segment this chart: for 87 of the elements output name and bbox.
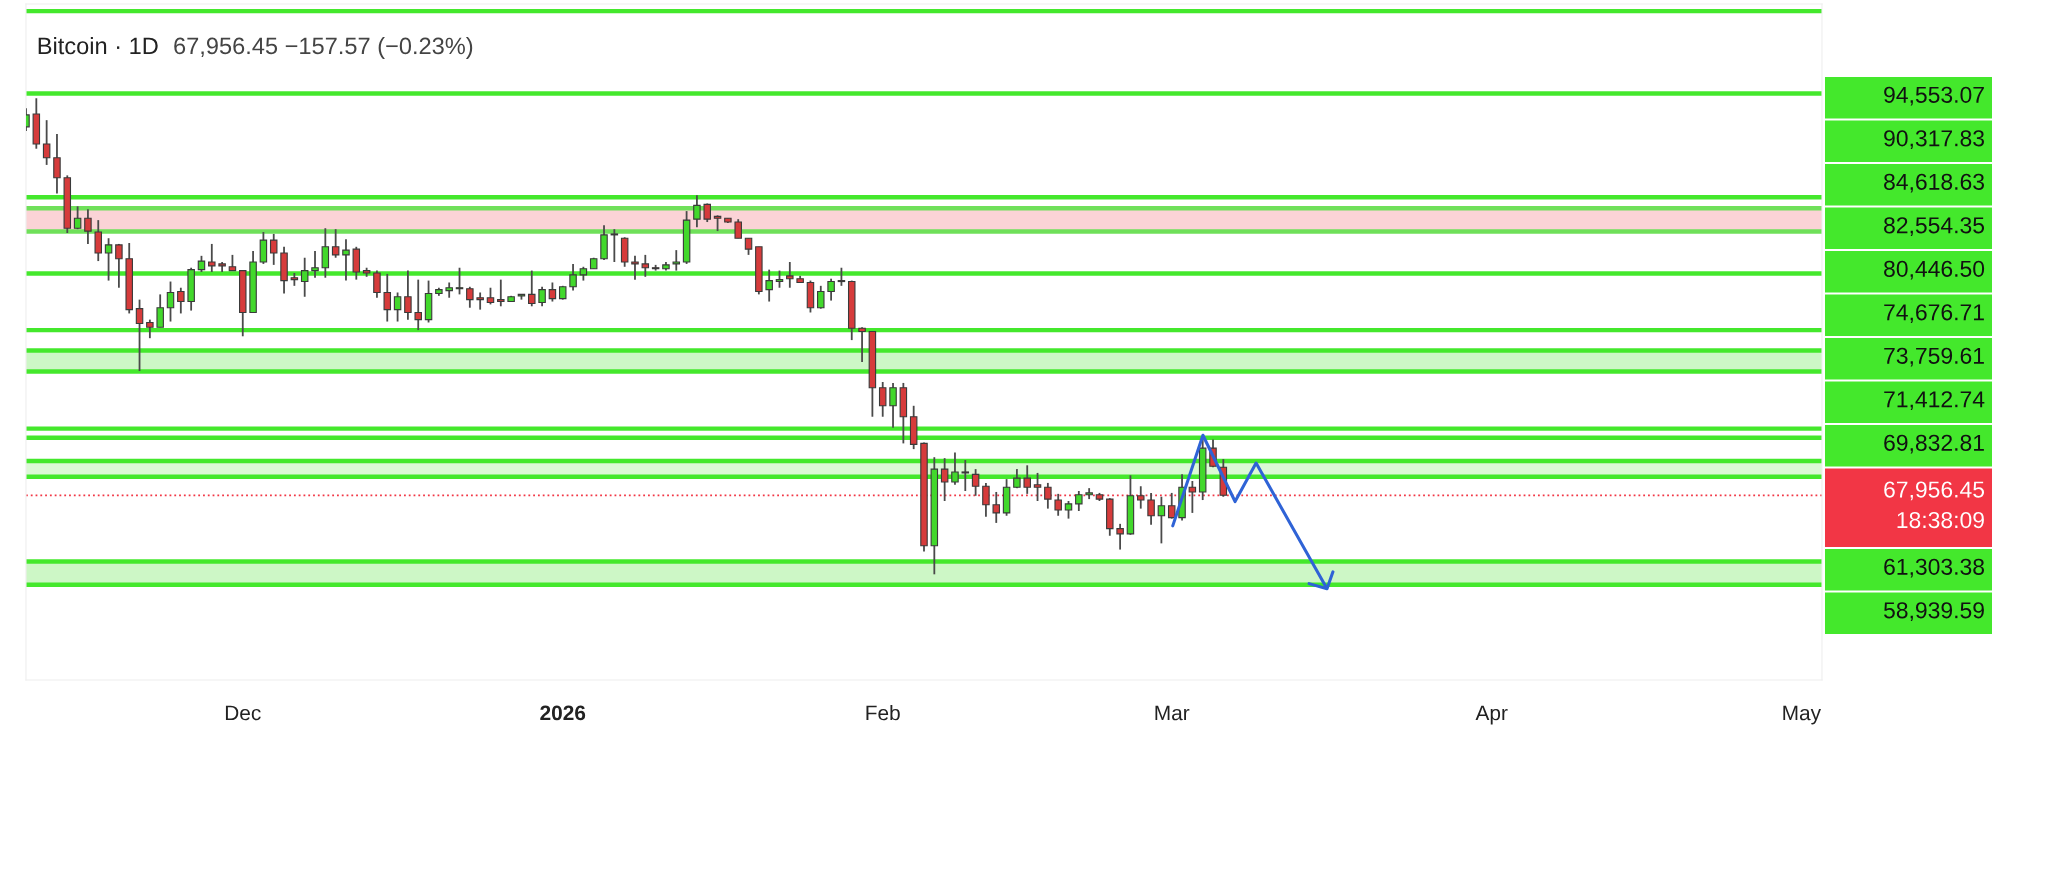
candlestick	[1167, 492, 1176, 520]
candlestick	[961, 459, 970, 492]
candlestick	[703, 202, 711, 223]
candlestick	[455, 266, 464, 296]
candlestick	[321, 227, 330, 279]
candlestick	[693, 194, 701, 229]
text: 84,618.63	[1884, 173, 1984, 193]
candlestick	[311, 250, 319, 279]
candlestick	[466, 285, 474, 309]
candlestick	[104, 237, 113, 282]
candlestick	[208, 243, 216, 273]
x-tick-label: May	[1783, 705, 1821, 725]
chart-title: Bitcoin · 1D	[38, 36, 158, 55]
candlestick	[373, 269, 381, 299]
text: 94,553.07	[1884, 86, 1984, 106]
candlestick	[1147, 492, 1155, 526]
candlestick	[1023, 464, 1031, 495]
candlestick	[982, 482, 990, 518]
candlestick	[84, 208, 92, 245]
candlestick	[1116, 522, 1124, 551]
x-tick-label: Dec	[225, 705, 261, 721]
candlestick	[971, 468, 980, 497]
candlestick	[837, 266, 846, 287]
candlestick	[672, 249, 681, 272]
text: 61,303.38	[1884, 558, 1985, 578]
candlestick	[331, 228, 340, 259]
candlestick	[992, 491, 1001, 524]
candlestick	[827, 277, 835, 302]
candlestick	[786, 261, 794, 289]
text: 71,412.74	[1884, 391, 1985, 411]
candlestick	[42, 119, 51, 166]
candlestick	[115, 243, 123, 289]
text: 80,446.50	[1884, 260, 1985, 280]
x-tick-label: Feb	[866, 705, 900, 721]
x-tick-label: Mar	[1155, 705, 1190, 721]
candlestick	[177, 286, 185, 315]
text: 74,676.71	[1884, 304, 1984, 324]
candlestick	[858, 326, 866, 363]
candlestick	[1157, 495, 1166, 545]
candlestick	[548, 281, 557, 303]
candlestick	[393, 291, 402, 323]
candlestick	[641, 253, 650, 278]
x-tick-label: Apr	[1475, 705, 1508, 725]
candlestick	[620, 236, 629, 268]
text: 73,759.61	[1884, 347, 1984, 367]
candlestick	[610, 228, 619, 263]
candlestick	[951, 451, 959, 486]
candlestick	[342, 238, 350, 282]
candlestick	[94, 219, 103, 262]
candlestick	[166, 280, 175, 323]
candlestick	[497, 278, 505, 308]
candlestick	[269, 233, 278, 266]
text: 90,317.83	[1884, 130, 1984, 150]
candlestick	[1044, 482, 1052, 510]
candlestick	[352, 245, 361, 281]
text: 69,832.81	[1884, 434, 1984, 454]
candlestick	[765, 268, 773, 303]
candlestick	[528, 269, 536, 308]
candlestick	[538, 285, 546, 308]
text: 82,554.35	[1884, 217, 1985, 237]
candlestick	[1075, 490, 1083, 512]
candlestick	[383, 273, 392, 323]
candlestick	[414, 278, 422, 332]
candlestick	[300, 256, 309, 298]
candlestick	[889, 382, 897, 429]
candlestick	[259, 231, 268, 265]
x-tick-label: 2026	[540, 705, 586, 721]
candlestick	[817, 284, 825, 310]
candlestick	[1033, 472, 1042, 502]
candlestick	[156, 293, 164, 329]
text: 58,939.59	[1883, 602, 1984, 622]
candlestick	[940, 457, 949, 502]
candlestick	[135, 298, 144, 372]
candlestick	[476, 291, 484, 311]
candlestick	[878, 381, 887, 418]
candlestick	[1188, 480, 1197, 514]
candlestick	[1054, 492, 1062, 517]
text: 67,956.45 18:38:09	[1884, 481, 1985, 529]
candlestick	[1137, 485, 1145, 510]
candlestick	[631, 254, 639, 281]
candlestick	[734, 218, 742, 240]
candlestick	[404, 269, 412, 321]
candlestick	[600, 224, 608, 262]
candlestick	[569, 263, 577, 292]
candlestick	[146, 318, 154, 340]
chart-subtitle: 67,956.45 −157.57 (−0.23%)	[174, 36, 473, 59]
candlestick	[53, 133, 61, 195]
